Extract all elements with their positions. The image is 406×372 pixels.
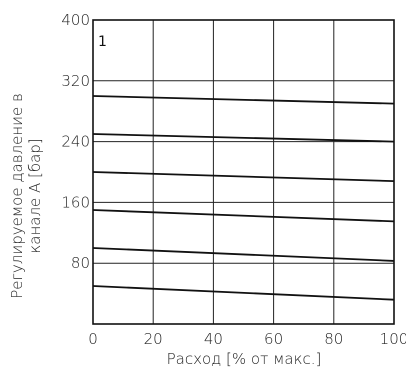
x-tick-label-60: 60 [264, 330, 283, 348]
y-axis-label-line-2: канале А [бар] [26, 138, 44, 253]
y-tick-label-240: 240 [61, 133, 90, 151]
x-tick-label-40: 40 [204, 330, 223, 348]
series-line-4 [92, 209, 395, 223]
series-lines [92, 95, 395, 301]
plot-frame [92, 19, 395, 325]
y-tick-label-320: 320 [61, 72, 90, 90]
series-line-3 [92, 171, 395, 183]
y-tick-label-80: 80 [71, 254, 90, 272]
grid [93, 20, 394, 324]
series-line-1 [92, 95, 395, 105]
panel-label: 1 [98, 34, 107, 50]
tick-labels: 0 20 40 60 80 100 80 160 240 320 400 [61, 11, 406, 348]
series-line-5 [92, 247, 395, 262]
y-tick-label-160: 160 [61, 193, 90, 211]
y-axis-label-line-1: Регулируемое давление в [8, 93, 26, 299]
plot-border [92, 19, 395, 325]
x-tick-label-100: 100 [380, 330, 406, 348]
x-tick-label-20: 20 [144, 330, 163, 348]
series-line-2 [92, 133, 395, 143]
y-tick-label-400: 400 [61, 11, 90, 29]
series-line-6 [92, 285, 395, 301]
x-axis-label: Расход [% от макс.] [167, 350, 322, 368]
x-tick-label-80: 80 [324, 330, 343, 348]
x-tick-label-0: 0 [88, 330, 98, 348]
